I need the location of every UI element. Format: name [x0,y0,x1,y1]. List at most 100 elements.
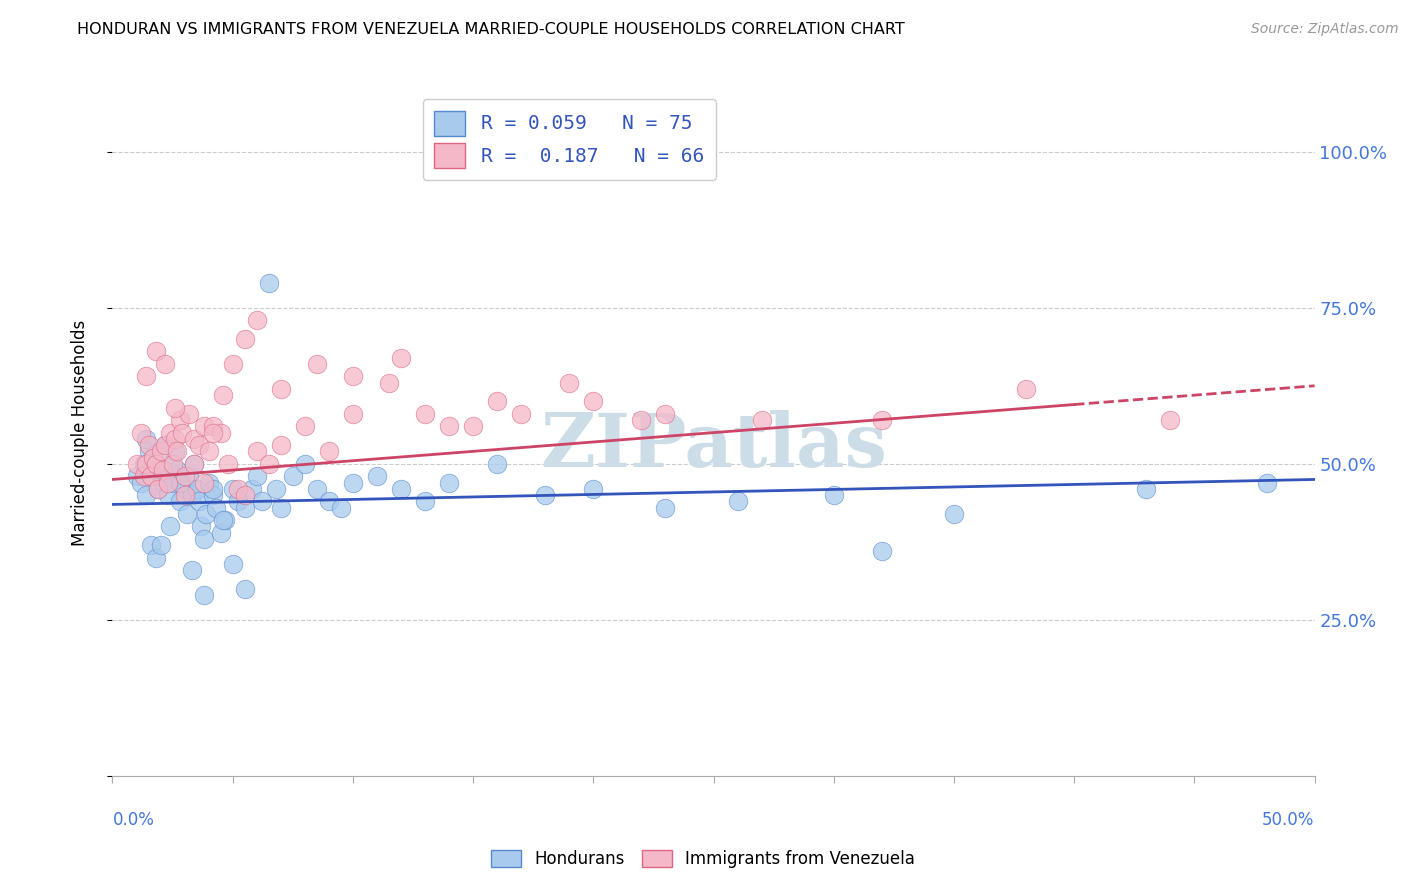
Point [202,425,225,440]
Point [389,351,412,365]
Point [163,432,186,446]
Point [188,494,211,508]
Point [183,432,205,446]
Point [195,507,218,521]
Point [197,444,219,458]
Point [169,475,191,490]
Legend: R = 0.059   N = 75, R =  0.187   N = 66: R = 0.059 N = 75, R = 0.187 N = 66 [423,99,716,180]
Point [180,488,202,502]
Point [139,463,162,477]
Point [342,475,364,490]
Point [159,425,181,440]
Point [155,438,177,452]
Point [226,494,249,508]
Point [437,419,460,434]
Point [193,475,215,490]
Point [193,588,215,602]
Point [378,376,401,390]
Point [156,488,179,502]
Point [870,413,893,427]
Point [202,419,225,434]
Point [176,507,198,521]
Point [183,457,205,471]
Point [281,469,304,483]
Point [246,469,269,483]
Point [294,457,316,471]
Point [172,475,194,490]
Point [149,469,172,483]
Point [727,494,749,508]
Point [222,357,245,371]
Point [294,419,316,434]
Point [342,407,364,421]
Point [162,457,184,471]
Text: 0.0%: 0.0% [112,811,155,829]
Point [240,482,263,496]
Point [156,475,179,490]
Point [193,419,215,434]
Point [146,482,169,496]
Point [131,425,153,440]
Point [257,457,280,471]
Point [233,332,256,346]
Point [169,413,191,427]
Point [510,407,533,421]
Y-axis label: Married-couple Households: Married-couple Households [70,319,89,546]
Point [217,457,239,471]
Point [180,563,202,577]
Point [870,544,893,558]
Point [209,425,232,440]
Point [135,488,157,502]
Point [246,444,269,458]
Point [145,550,167,565]
Point [173,482,195,496]
Point [486,394,509,409]
Point [751,413,773,427]
Point [190,519,212,533]
Text: ZIPatlas: ZIPatlas [540,409,887,483]
Point [654,407,676,421]
Point [222,557,245,571]
Point [1135,482,1157,496]
Point [212,513,235,527]
Point [318,494,340,508]
Point [1015,382,1038,396]
Point [205,500,228,515]
Point [152,475,174,490]
Point [155,438,177,452]
Point [202,488,225,502]
Point [461,419,484,434]
Point [173,488,195,502]
Text: Source: ZipAtlas.com: Source: ZipAtlas.com [1251,22,1399,37]
Point [155,357,177,371]
Point [212,388,235,402]
Text: HONDURAN VS IMMIGRANTS FROM VENEZUELA MARRIED-COUPLE HOUSEHOLDS CORRELATION CHAR: HONDURAN VS IMMIGRANTS FROM VENEZUELA MA… [77,22,905,37]
Point [270,382,292,396]
Legend: Hondurans, Immigrants from Venezuela: Hondurans, Immigrants from Venezuela [485,843,921,875]
Point [159,519,181,533]
Point [582,394,605,409]
Point [389,482,412,496]
Point [534,488,557,502]
Point [413,494,436,508]
Point [654,500,676,515]
Point [437,475,460,490]
Point [139,469,162,483]
Point [135,432,157,446]
Point [1159,413,1181,427]
Point [186,482,208,496]
Point [132,469,155,483]
Point [1256,475,1278,490]
Point [132,457,155,471]
Point [183,457,205,471]
Point [179,407,201,421]
Point [131,475,153,490]
Point [162,475,184,490]
Point [169,494,191,508]
Point [209,525,232,540]
Point [149,444,172,458]
Point [305,357,328,371]
Point [149,538,172,552]
Point [222,482,245,496]
Point [413,407,436,421]
